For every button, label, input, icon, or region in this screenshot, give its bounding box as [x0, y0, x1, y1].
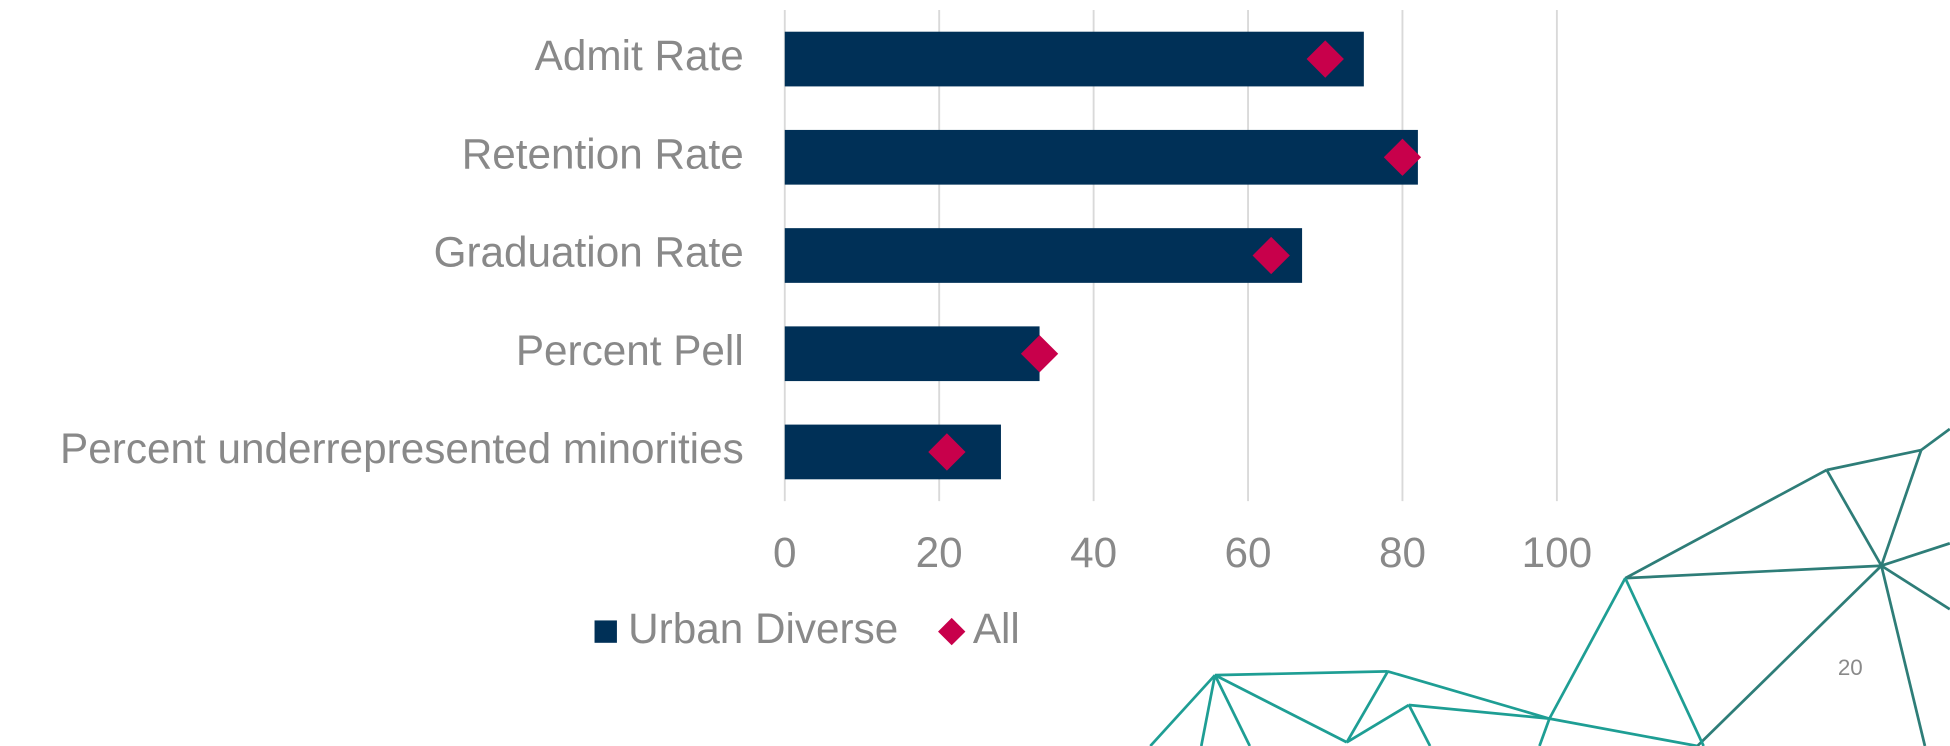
y-tick-label: Percent underrepresented minorities — [60, 425, 744, 472]
bar — [784, 424, 1001, 480]
x-tick-label: 60 — [1225, 529, 1272, 576]
y-tick-label: Retention Rate — [462, 130, 744, 177]
legend-swatch — [938, 617, 966, 646]
legend-label: Urban Diverse — [628, 605, 898, 652]
bar — [784, 129, 1418, 185]
marker — [928, 433, 966, 471]
bar — [784, 326, 1040, 382]
marker — [1383, 138, 1422, 176]
y-tick-label: Admit Rate — [535, 32, 744, 79]
x-tick-label: 20 — [916, 529, 963, 576]
x-tick-label: 0 — [773, 529, 797, 576]
x-tick-label: 100 — [1522, 529, 1593, 576]
decoration — [1149, 427, 1950, 746]
legend-swatch — [594, 620, 617, 643]
x-tick-label: 80 — [1379, 529, 1426, 576]
bar — [784, 31, 1364, 87]
page-number: 20 — [1838, 655, 1863, 680]
bar — [784, 228, 1303, 283]
marker — [1252, 236, 1290, 275]
y-tick-label: Graduation Rate — [434, 229, 744, 276]
y-tick-label: Percent Pell — [516, 327, 744, 374]
x-tick-label: 40 — [1070, 529, 1117, 576]
legend-label: All — [973, 605, 1020, 652]
